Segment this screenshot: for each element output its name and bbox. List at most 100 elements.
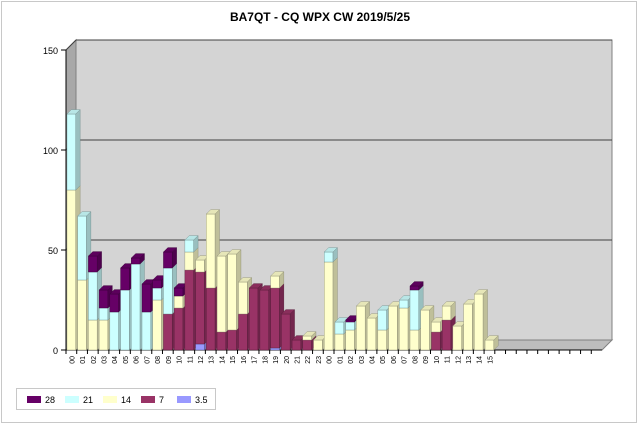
legend-label: 7 (159, 395, 165, 405)
bar-top (184, 235, 199, 241)
bar-14 (152, 299, 162, 351)
x-tick-label: 06 (134, 356, 141, 364)
bar-7 (173, 307, 184, 351)
bar-14 (409, 329, 419, 351)
bar-14 (195, 259, 205, 273)
x-tick-label: 13 (209, 356, 216, 364)
bar-21 (77, 215, 87, 281)
x-tick-label: 11 (445, 356, 452, 363)
bar-top (205, 209, 220, 215)
x-tick-label: 05 (123, 356, 130, 364)
bar-top (66, 109, 81, 115)
bar-top (227, 249, 242, 255)
x-tick-label: 18 (262, 356, 269, 364)
legend: 28 21 14 7 3.5 (16, 388, 216, 410)
bar-top (355, 301, 371, 307)
bar-14 (334, 333, 344, 351)
bar-21 (66, 113, 76, 191)
bar-28 (163, 251, 173, 269)
x-tick-label: 04 (112, 356, 119, 364)
bar-7 (238, 313, 248, 351)
x-tick-label: 12 (455, 356, 462, 364)
bar-21 (334, 321, 344, 335)
legend-label: 14 (121, 395, 132, 405)
x-tick-label: 09 (166, 356, 173, 364)
x-tick-label: 02 (348, 356, 355, 364)
bar-7 (249, 287, 259, 351)
bar-21 (377, 309, 387, 331)
bar-7 (302, 339, 312, 351)
x-tick-label: 02 (91, 356, 98, 364)
y-tick-label: 100 (43, 146, 58, 156)
x-tick-label: 06 (391, 356, 398, 364)
bar-top (98, 285, 113, 291)
bar-top (77, 211, 92, 217)
bar-21 (324, 251, 334, 263)
bar-28 (120, 267, 130, 291)
bar-top (484, 335, 499, 341)
x-tick-label: 13 (466, 356, 473, 364)
bar-14 (227, 253, 237, 331)
bar-28 (109, 293, 119, 313)
x-tick-label: 17 (252, 356, 259, 364)
legend-swatch (65, 396, 79, 403)
bar-14 (173, 295, 184, 309)
bar-21 (88, 271, 98, 321)
legend-swatch (177, 396, 191, 403)
bar-14 (474, 293, 484, 351)
x-tick-label: 03 (359, 356, 366, 364)
bar-top (87, 251, 103, 257)
bar-top (238, 277, 253, 283)
bar-14 (270, 275, 280, 289)
bar-14 (184, 251, 194, 271)
x-tick-label: 21 (294, 356, 301, 364)
x-tick-label: 04 (370, 356, 377, 364)
bar-14 (313, 339, 323, 351)
bar-3.5 (195, 343, 205, 351)
bar-14 (431, 321, 441, 333)
bar-28 (88, 255, 98, 273)
x-tick-label: 16 (241, 356, 248, 364)
y-tick-label: 50 (48, 246, 58, 256)
x-tick-label: 23 (316, 356, 323, 364)
bar-7 (216, 331, 227, 351)
x-tick-label: 00 (69, 356, 76, 364)
x-tick-label: 05 (380, 356, 387, 364)
legend-label: 28 (45, 395, 56, 405)
bar-14 (399, 307, 409, 351)
bar-28 (409, 285, 419, 291)
x-tick-label: 11 (187, 356, 194, 363)
chart-title: BA7QT - CQ WPX CW 2019/5/25 (229, 10, 411, 24)
bar-7 (431, 331, 441, 351)
bar-14 (324, 261, 334, 351)
bar-14 (484, 339, 495, 351)
bar-top (420, 305, 435, 311)
bar-top (280, 309, 296, 315)
legend-swatch (27, 396, 41, 403)
bar-top (162, 247, 178, 253)
bar-top (323, 247, 338, 253)
bar-7 (281, 313, 291, 351)
x-tick-label: 20 (284, 356, 291, 364)
x-tick-label: 15 (230, 356, 237, 364)
x-tick-label: 10 (434, 356, 441, 364)
bar-14 (302, 335, 312, 341)
bar-7 (259, 289, 269, 351)
bar-14 (77, 279, 87, 351)
bar-21 (120, 289, 130, 351)
bar-stack (473, 289, 488, 351)
bar-top (302, 331, 317, 337)
bar-21 (152, 287, 162, 301)
bar-14 (345, 329, 355, 351)
bar-top (409, 281, 424, 287)
x-tick-label: 01 (80, 356, 87, 364)
bar-14 (441, 305, 452, 321)
bar-28 (131, 257, 141, 265)
bar-7 (441, 319, 452, 351)
bar-21 (131, 263, 141, 351)
bar-14 (88, 319, 98, 351)
x-tick-label: 08 (412, 356, 419, 364)
bar-3.5 (270, 347, 280, 351)
bar-14 (206, 213, 216, 289)
bar-14 (98, 319, 109, 351)
